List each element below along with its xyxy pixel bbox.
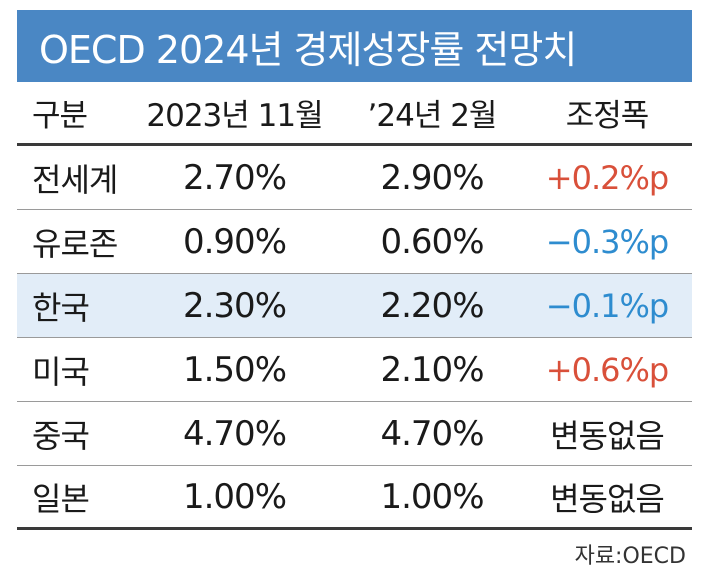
- header-change: 조정폭: [565, 98, 650, 134]
- change-cell: +0.2%p: [545, 158, 669, 197]
- table-row: 중국 4.70% 4.70% 변동없음: [17, 402, 692, 466]
- nov2023-cell: 0.90%: [182, 221, 287, 262]
- feb2024-cell: 2.20%: [380, 285, 484, 326]
- table-row: 미국 1.50% 2.10% +0.6%p: [17, 338, 692, 402]
- region-cell: 전세계: [32, 160, 118, 199]
- change-cell: −0.3%p: [545, 222, 669, 261]
- feb2024-cell: 2.10%: [380, 349, 484, 390]
- feb2024-cell: 2.90%: [380, 157, 484, 198]
- source-note: 자료:OECD: [574, 544, 686, 569]
- change-cell: 변동없음: [550, 416, 665, 455]
- feb2024-cell: 1.00%: [380, 476, 484, 517]
- nov2023-cell: 4.70%: [182, 413, 287, 454]
- region-cell: 중국: [32, 416, 90, 455]
- nov2023-cell: 1.50%: [182, 349, 287, 390]
- region-cell: 한국: [32, 288, 90, 327]
- region-cell: 유로존: [32, 224, 118, 263]
- table-header-row: 구분 2023년 11월 ’24년 2월 조정폭: [17, 82, 692, 146]
- feb2024-cell: 4.70%: [380, 413, 484, 454]
- header-nov-2023: 2023년 11월: [146, 98, 323, 134]
- feb2024-cell: 0.60%: [380, 221, 484, 262]
- table-title: OECD 2024년 경제성장률 전망치: [17, 10, 692, 82]
- table-row-highlighted: 한국 2.30% 2.20% −0.1%p: [17, 274, 692, 338]
- table-row: 전세계 2.70% 2.90% +0.2%p: [17, 146, 692, 210]
- change-cell: −0.1%p: [545, 286, 669, 325]
- nov2023-cell: 2.70%: [182, 157, 287, 198]
- table-row: 유로존 0.90% 0.60% −0.3%p: [17, 210, 692, 274]
- nov2023-cell: 2.30%: [182, 285, 287, 326]
- header-region: 구분: [32, 98, 88, 134]
- change-cell: 변동없음: [550, 479, 665, 518]
- table-row: 일본 1.00% 1.00% 변동없음: [17, 466, 692, 530]
- growth-forecast-table: 구분 2023년 11월 ’24년 2월 조정폭 전세계 2.70% 2.90%…: [17, 82, 692, 530]
- region-cell: 미국: [32, 352, 90, 391]
- header-feb-2024: ’24년 2월: [367, 98, 498, 134]
- change-cell: +0.6%p: [545, 350, 669, 389]
- region-cell: 일본: [32, 479, 90, 518]
- nov2023-cell: 1.00%: [182, 476, 287, 517]
